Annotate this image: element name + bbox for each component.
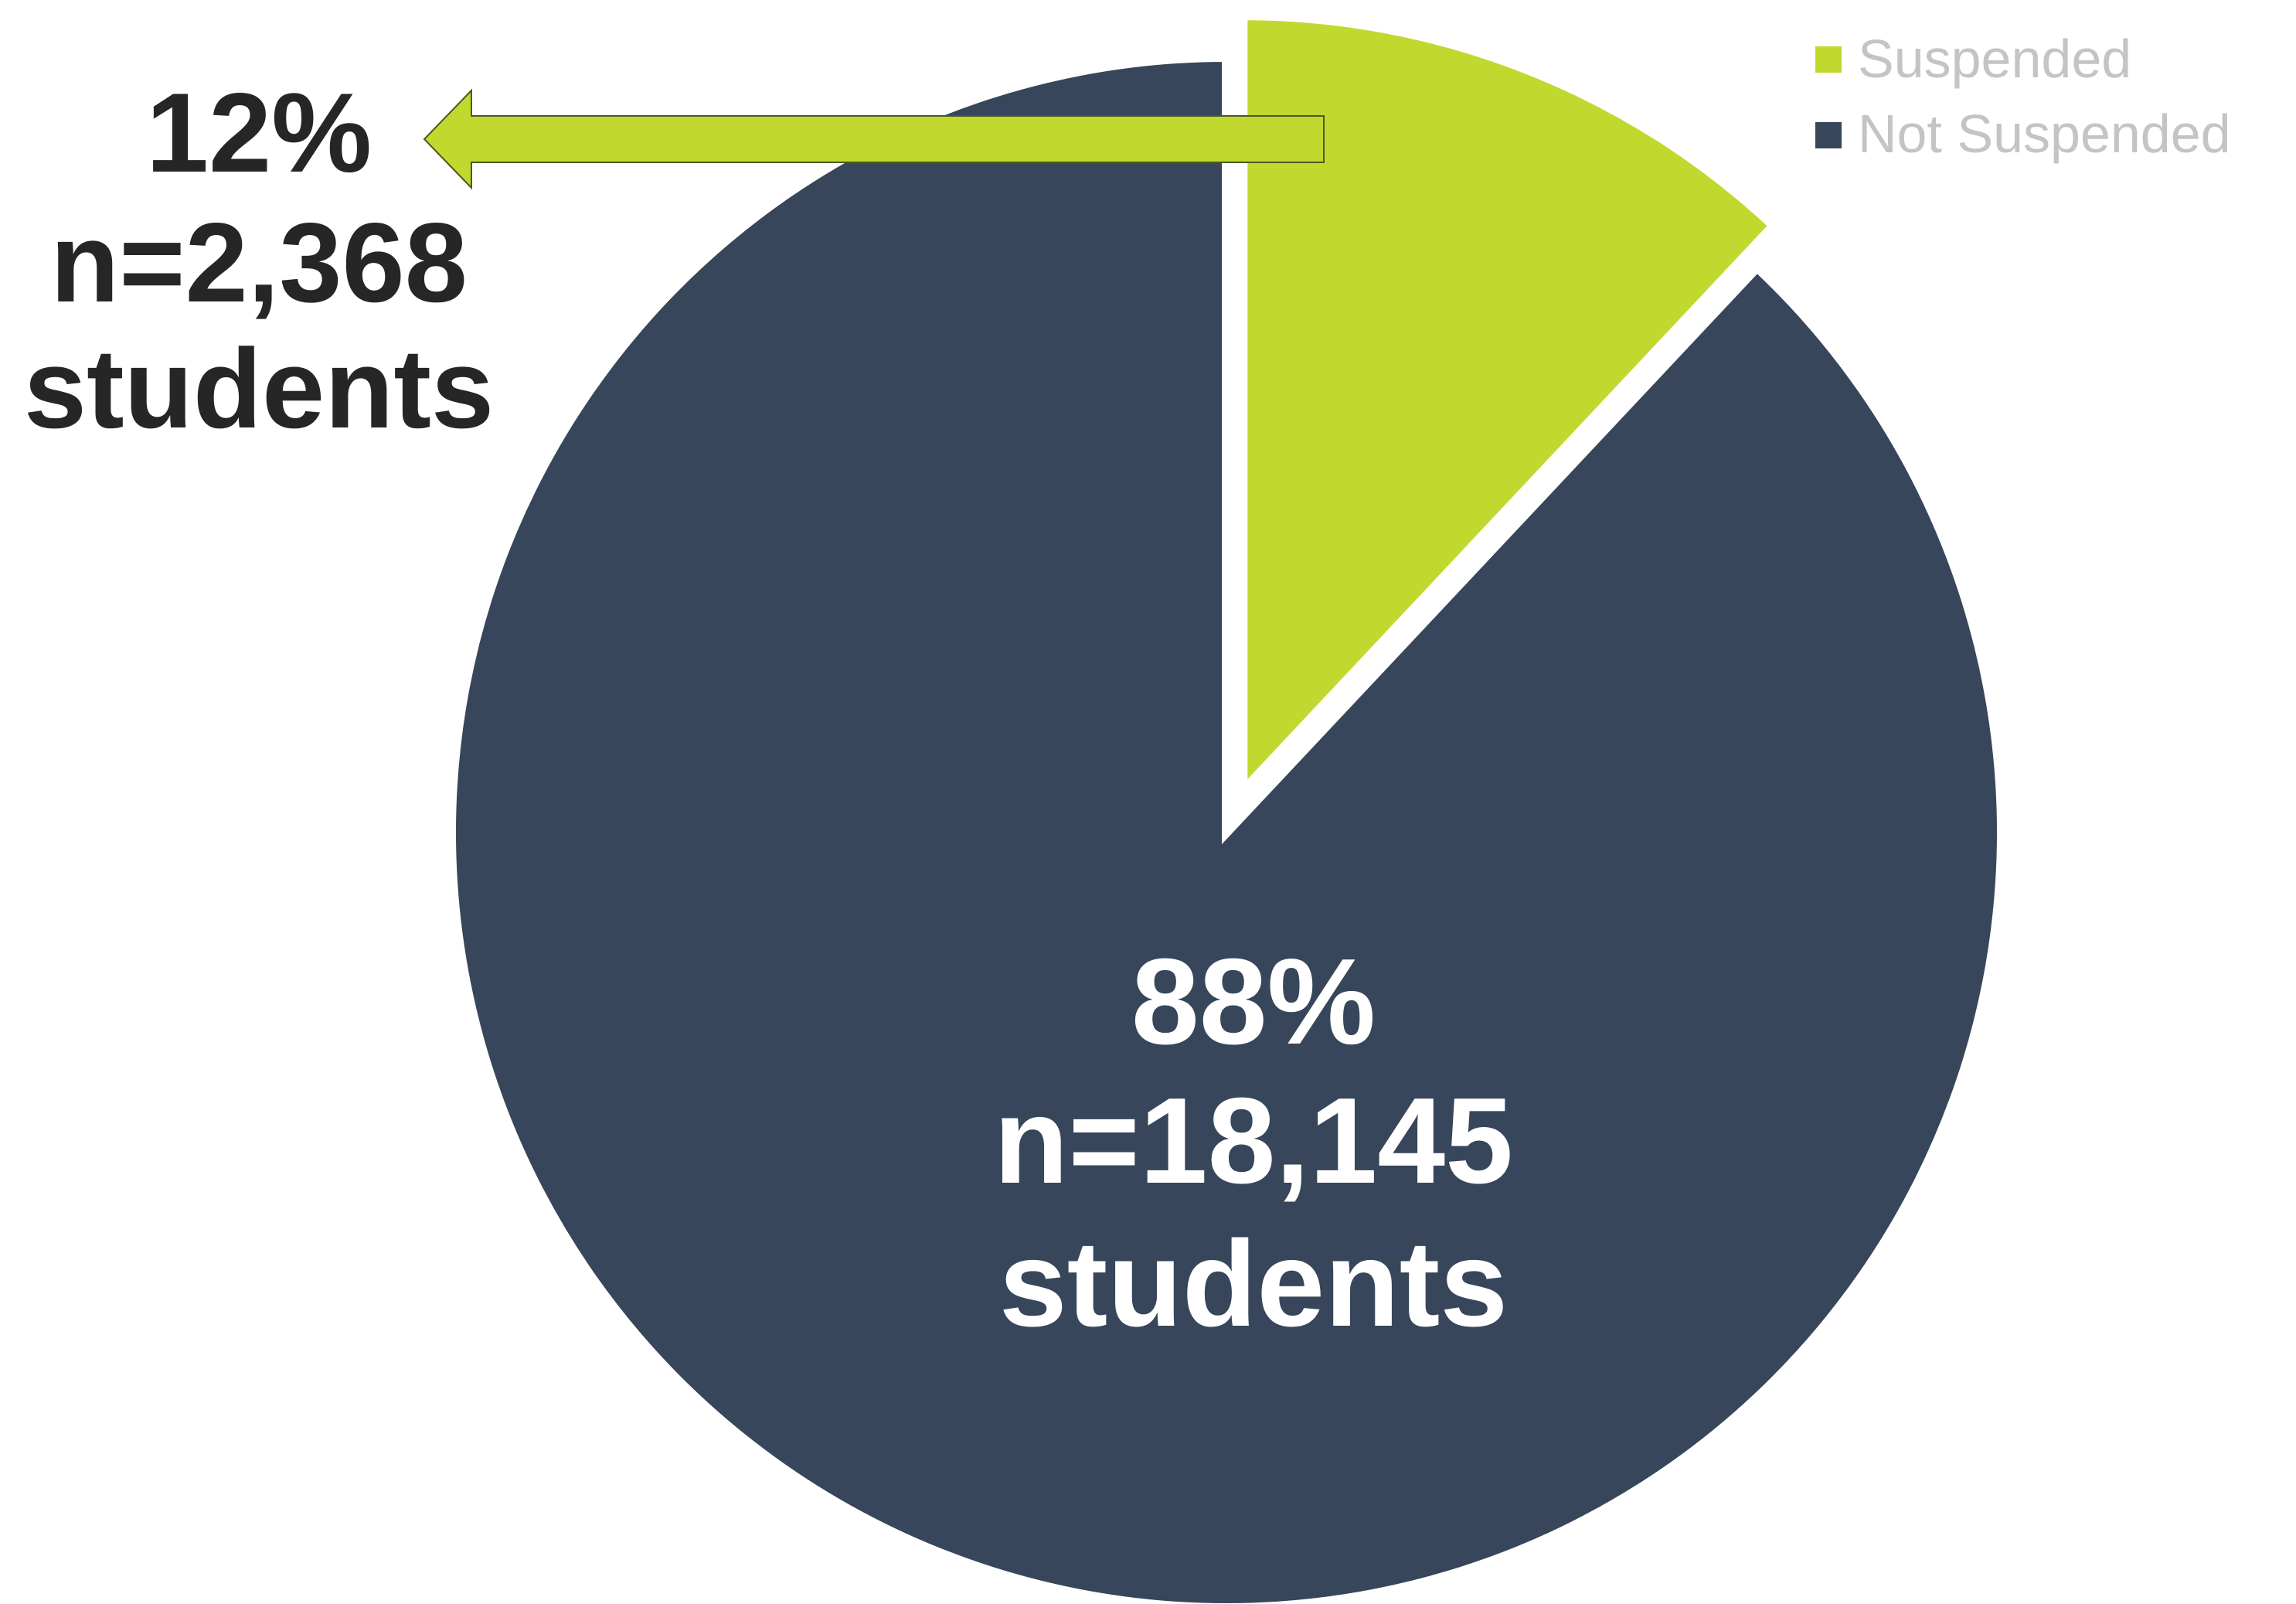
legend-label-not-suspended: Not Suspended — [1858, 104, 2231, 164]
not-suspended-label-group: 88% n=18,145 students — [994, 934, 1513, 1352]
pie-slice-not-suspended — [447, 52, 2006, 1604]
not-suspended-unit-label: students — [999, 1216, 1508, 1352]
callout-arrow — [423, 88, 1325, 190]
legend-swatch-suspended — [1815, 46, 1842, 73]
suspended-count-label: n=2,368 — [50, 199, 468, 325]
suspended-unit-label: students — [24, 325, 494, 451]
suspended-percent-label: 12% — [146, 70, 372, 196]
legend: Suspended Not Suspended — [1815, 29, 2231, 164]
not-suspended-percent-label: 88% — [1131, 934, 1376, 1070]
pie-slice-suspended — [1238, 11, 1781, 803]
legend-swatch-not-suspended — [1815, 122, 1842, 148]
suspended-label-group: 12% n=2,368 students — [24, 70, 494, 451]
not-suspended-count-label: n=18,145 — [994, 1073, 1513, 1209]
legend-label-suspended: Suspended — [1858, 29, 2131, 89]
